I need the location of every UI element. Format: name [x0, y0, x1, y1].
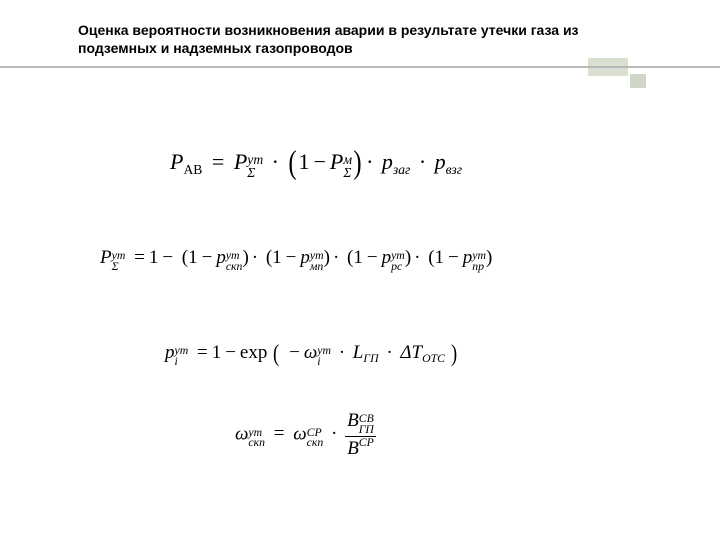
f3-a0-sub: i: [317, 357, 331, 368]
formula-1: PАВ = PутΣ · (1−PмΣ)· pзаг · pвзг: [170, 145, 462, 182]
f1-lhs-sub: АВ: [183, 162, 202, 177]
f2-t0-sub: скп: [226, 262, 243, 273]
f3-a1-sub: ГП: [363, 352, 378, 365]
f1-t1-sub: Σ: [343, 167, 352, 179]
f4-lhs-sub: скп: [248, 438, 265, 449]
f1-t3-sub: взг: [446, 162, 462, 177]
formula-2: PутΣ =1− (1−pутскп)· (1−pутмп)· (1−pутрс…: [100, 247, 492, 272]
accent-box-2: [630, 74, 646, 88]
f2-lhs-sub: Σ: [112, 262, 126, 273]
f4-num-sub: ГП: [359, 425, 374, 436]
f3-a2-sub: ОТС: [422, 352, 445, 365]
f3-lhs-sub: i: [175, 357, 189, 368]
formula-4: ωутскп = ωСРскп · BСВГП BСР: [235, 410, 376, 460]
f1-t0-sub: Σ: [247, 167, 263, 179]
f2-t2-sub: рс: [391, 262, 405, 273]
f2-t3-sub: пр: [472, 262, 486, 273]
formula-3: pутi =1−exp ( −ωутi · LГП · ΔTОТС ): [165, 340, 458, 368]
slide-title: Оценка вероятности возникновения аварии …: [78, 22, 638, 57]
title-rule: [0, 66, 720, 68]
slide: Оценка вероятности возникновения аварии …: [0, 0, 720, 540]
f4-r-sub: скп: [307, 438, 324, 449]
f2-t1-sub: мп: [310, 262, 324, 273]
f4-den-sup: СР: [359, 436, 374, 449]
f1-t2-sub: заг: [393, 162, 410, 177]
